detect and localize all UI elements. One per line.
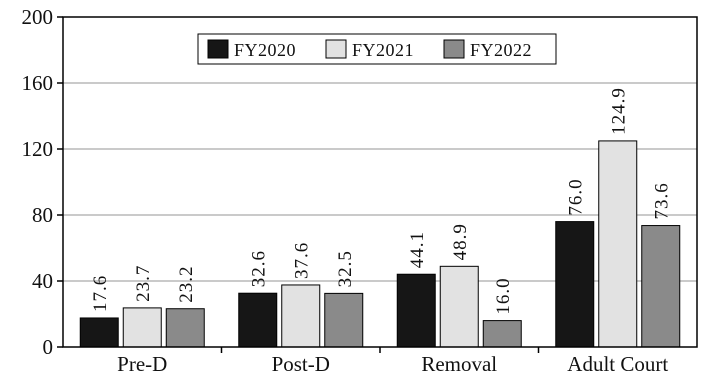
x-category-label: Adult Court (567, 352, 668, 374)
legend-label: FY2020 (234, 40, 296, 60)
y-axis-ticks: 0 40 80 120 160 200 (22, 5, 63, 359)
y-tick-label: 80 (32, 203, 53, 227)
legend-label: FY2022 (470, 40, 532, 60)
y-tick-label: 160 (22, 71, 54, 95)
y-tick-label: 120 (22, 137, 54, 161)
legend-label: FY2021 (352, 40, 414, 60)
legend-box (197, 33, 557, 65)
bars (79, 140, 681, 348)
data-label: 48.9 (450, 223, 471, 260)
bar-fy2021-removal (439, 265, 479, 348)
bar-fy2022-post-d (324, 292, 364, 348)
data-label: 73.6 (652, 182, 673, 219)
legend-swatch (207, 39, 229, 59)
data-label: 23.7 (133, 265, 154, 302)
bar-fy2022-removal (482, 320, 522, 348)
legend: FY2020 FY2021 FY2022 (197, 33, 557, 65)
bar-fy2020-pre-d (79, 317, 119, 348)
bar-fy2020-removal (396, 273, 436, 348)
bar-fy2022-adult-court (641, 225, 681, 348)
data-labels: 17.6 23.7 23.2 32.6 37.6 32.5 44.1 48.9 16.0 76.0… (90, 87, 673, 314)
bar-fy2020-adult-court (555, 221, 595, 348)
bar-fy2021-post-d (281, 284, 321, 348)
x-axis-categories: Pre-D Post-D Removal Adult Court (117, 347, 668, 374)
data-label: 17.6 (90, 275, 111, 312)
data-label: 44.1 (407, 231, 428, 268)
data-label: 37.6 (292, 242, 313, 279)
data-label: 124.9 (609, 87, 630, 135)
data-label: 16.0 (493, 277, 514, 314)
legend-swatch (325, 39, 347, 59)
bar-fy2021-pre-d (122, 307, 162, 348)
data-label: 32.5 (335, 250, 356, 287)
y-tick-label: 0 (43, 335, 54, 359)
data-label: 23.2 (176, 265, 197, 302)
x-category-label: Removal (421, 352, 497, 374)
x-category-label: Pre-D (117, 352, 167, 374)
bar-fy2021-adult-court (598, 140, 638, 348)
bar-fy2022-pre-d (165, 308, 205, 348)
data-label: 76.0 (566, 178, 587, 215)
x-category-label: Post-D (272, 352, 330, 374)
y-tick-label: 40 (32, 269, 53, 293)
data-label: 32.6 (249, 250, 270, 287)
y-tick-label: 200 (22, 5, 54, 29)
bar-fy2020-post-d (238, 292, 278, 348)
legend-swatch (443, 39, 465, 59)
